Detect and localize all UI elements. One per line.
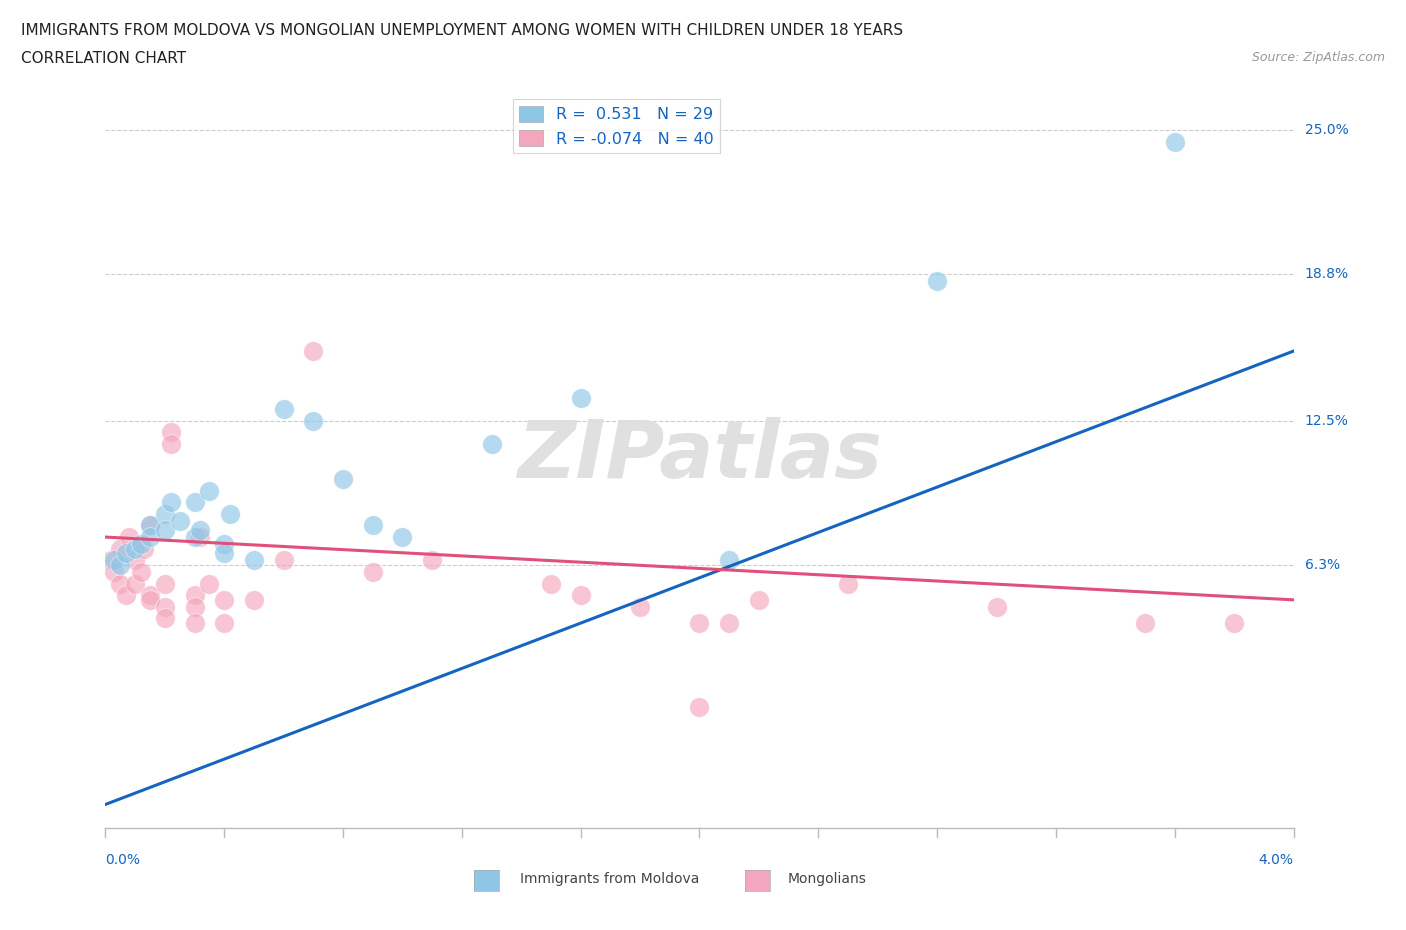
Point xyxy=(183,600,205,615)
Point xyxy=(420,552,443,567)
Point xyxy=(183,588,205,603)
Text: 12.5%: 12.5% xyxy=(1305,414,1348,428)
Point xyxy=(837,576,859,591)
Point xyxy=(124,541,146,556)
Point xyxy=(153,506,176,521)
Point xyxy=(628,600,651,615)
Text: 25.0%: 25.0% xyxy=(1305,123,1348,138)
Point xyxy=(129,565,152,579)
Point xyxy=(183,616,205,631)
Point xyxy=(159,425,181,440)
Point xyxy=(139,518,162,533)
Point xyxy=(302,343,325,358)
Point xyxy=(689,699,711,714)
Point xyxy=(159,436,181,451)
Point xyxy=(159,495,181,510)
Point xyxy=(139,588,162,603)
Point xyxy=(139,530,162,545)
Point xyxy=(100,552,122,567)
Text: 0.0%: 0.0% xyxy=(105,853,141,867)
Point xyxy=(110,541,132,556)
Point xyxy=(718,552,741,567)
Point xyxy=(273,552,295,567)
Text: Mongolians: Mongolians xyxy=(787,871,866,886)
Point xyxy=(124,576,146,591)
Text: CORRELATION CHART: CORRELATION CHART xyxy=(21,51,186,66)
Point xyxy=(183,530,205,545)
Text: ZIPatlas: ZIPatlas xyxy=(517,417,882,495)
Point xyxy=(132,541,155,556)
Point xyxy=(198,484,221,498)
Point xyxy=(361,565,384,579)
Point xyxy=(927,273,949,288)
Point xyxy=(110,557,132,572)
Point xyxy=(190,523,212,538)
Point xyxy=(718,616,741,631)
Point xyxy=(115,588,138,603)
Point xyxy=(129,537,152,551)
Point xyxy=(118,530,141,545)
Point xyxy=(302,413,325,428)
Point xyxy=(124,552,146,567)
Point xyxy=(689,616,711,631)
Point xyxy=(214,546,236,561)
Point xyxy=(332,472,354,486)
Point xyxy=(1133,616,1156,631)
Point xyxy=(986,600,1008,615)
Point xyxy=(153,600,176,615)
Point xyxy=(103,552,125,567)
Point xyxy=(214,537,236,551)
Point xyxy=(748,592,770,607)
Point xyxy=(391,530,413,545)
Point xyxy=(214,616,236,631)
Point xyxy=(219,506,242,521)
Point xyxy=(139,592,162,607)
Point xyxy=(103,565,125,579)
Text: 6.3%: 6.3% xyxy=(1305,558,1340,572)
Point xyxy=(153,523,176,538)
Text: 18.8%: 18.8% xyxy=(1305,267,1348,282)
Point xyxy=(153,611,176,626)
Point xyxy=(273,402,295,417)
Point xyxy=(139,518,162,533)
Point xyxy=(110,576,132,591)
Point xyxy=(569,588,592,603)
Point xyxy=(1223,616,1246,631)
Point xyxy=(481,436,503,451)
Point xyxy=(183,495,205,510)
Point xyxy=(1164,134,1187,149)
Text: 4.0%: 4.0% xyxy=(1258,853,1294,867)
Point xyxy=(214,592,236,607)
Point xyxy=(540,576,562,591)
Point xyxy=(569,390,592,405)
Point xyxy=(169,513,191,528)
Point xyxy=(243,552,266,567)
Point xyxy=(361,518,384,533)
Point xyxy=(153,576,176,591)
Point xyxy=(198,576,221,591)
Legend: R =  0.531   N = 29, R = -0.074   N = 40: R = 0.531 N = 29, R = -0.074 N = 40 xyxy=(513,100,720,153)
Point xyxy=(243,592,266,607)
Point xyxy=(115,546,138,561)
Text: Immigrants from Moldova: Immigrants from Moldova xyxy=(520,871,700,886)
Text: Source: ZipAtlas.com: Source: ZipAtlas.com xyxy=(1251,51,1385,64)
Point xyxy=(190,530,212,545)
Text: IMMIGRANTS FROM MOLDOVA VS MONGOLIAN UNEMPLOYMENT AMONG WOMEN WITH CHILDREN UNDE: IMMIGRANTS FROM MOLDOVA VS MONGOLIAN UNE… xyxy=(21,23,903,38)
